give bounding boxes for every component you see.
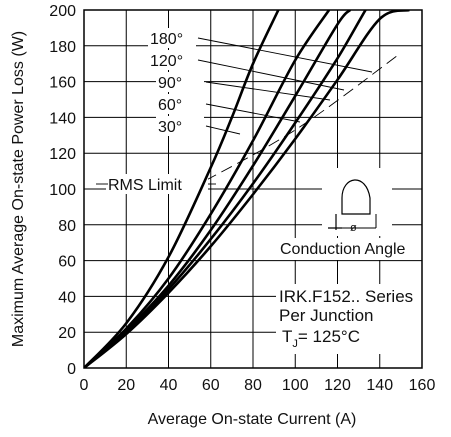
y-axis-label: Maximum Average On-state Power Loss (W) [10,31,27,347]
x-tick-label: 100 [282,377,309,394]
rms-limit-group: RMS Limit [96,52,402,194]
conduction-angle-waveform-icon: ø [322,168,392,236]
series-leader [197,37,373,73]
y-tick-labels: 0 20 40 60 80 100 120 140 160 180 200 [49,3,76,378]
y-tick-label: 40 [58,289,76,306]
series-title: IRK.F152.. Series [279,287,413,306]
series-info-bg [276,284,428,354]
series-label-bg [148,50,196,70]
y-tick-label: 120 [49,146,76,163]
x-tick-label: 160 [409,377,436,394]
series-label-bg [156,116,204,136]
series-label-bg [156,94,204,114]
x-tick-label: 40 [160,377,178,394]
x-tick-label: 120 [324,377,351,394]
series-leader [205,125,241,135]
series-label: 90° [158,75,182,92]
series-line [84,10,410,368]
y-tick-label: 200 [49,3,76,20]
series-label: 30° [158,119,182,136]
tj-value: = 125°C [298,327,360,346]
rms-limit-line [189,52,402,190]
y-tick-label: 80 [58,218,76,235]
series-labels: 180° 120° 90° 60° 30° [148,28,204,136]
series-leader [197,59,345,91]
x-tick-label: 0 [80,377,89,394]
series-curves [84,10,410,368]
tj-sub: J [292,338,298,350]
conduction-angle-bg [278,238,420,260]
y-tick-label: 180 [49,39,76,56]
series-line [84,10,352,368]
series-label-leaders [197,37,373,135]
x-tick-label: 20 [117,377,135,394]
conduction-angle-label: Conduction Angle [280,241,406,258]
x-tick-label: 80 [244,377,262,394]
x-tick-labels: 0 20 40 60 80 100 120 140 160 [80,377,436,394]
y-tick-label: 140 [49,110,76,127]
x-tick-label: 140 [366,377,393,394]
per-junction-label: Per Junction [279,306,374,325]
plot-frame [83,9,423,369]
series-label-bg [148,28,196,48]
y-tick-label: 20 [58,325,76,342]
rms-limit-label-bg [106,174,208,194]
series-line [84,10,387,368]
y-tick-label: 160 [49,75,76,92]
y-tick-label: 0 [67,361,76,378]
x-axis-label: Average On-state Current (A) [148,411,357,428]
tj-prefix: T [282,327,292,346]
series-line [84,10,280,368]
conduction-angle-symbol: ø [350,222,357,234]
series-leader [205,81,331,101]
tj-label: TJ= 125°C [282,327,360,350]
rms-limit-label: RMS Limit [108,177,182,194]
series-label-bg [156,72,204,92]
series-label: 120° [150,53,183,70]
series-label: 180° [150,31,183,48]
y-tick-label: 60 [58,254,76,271]
series-leader [205,103,301,123]
x-tick-label: 60 [202,377,220,394]
y-tick-label: 100 [49,182,76,199]
series-label: 60° [158,97,182,114]
